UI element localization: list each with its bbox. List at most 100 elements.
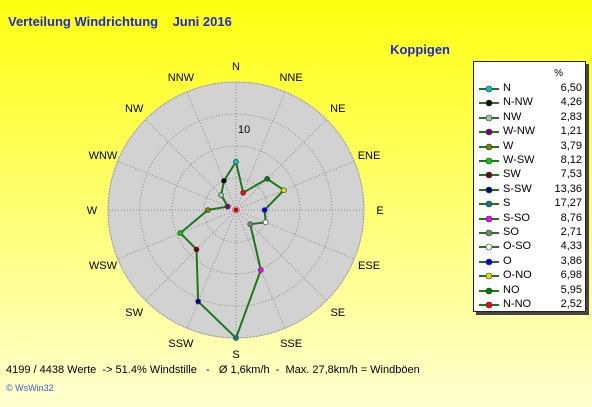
data-point-sw [193, 246, 200, 253]
legend-item: N-NW 4,26 [474, 96, 585, 110]
legend-label: W [503, 139, 514, 152]
data-point-ne [264, 176, 270, 182]
legend-marker [479, 301, 499, 309]
legend-marker [479, 128, 499, 136]
legend: % N 6,50 N-NW 4,26 NW 2,83 W-NW 1,21 W 3,79 W-SW 8,… [473, 61, 586, 312]
spoke-wnw [117, 160, 237, 211]
legend-value: 7,53 [560, 168, 582, 181]
legend-item: S 17,27 [474, 197, 585, 211]
data-point-nne [240, 189, 246, 196]
legend-marker [479, 157, 499, 165]
legend-item: W 3,79 [474, 140, 585, 154]
direction-label-s: S [232, 349, 239, 361]
legend-label: N [503, 82, 511, 94]
data-point-wnw [224, 203, 231, 210]
legend-marker [479, 215, 499, 222]
legend-item: O 3,86 [474, 255, 585, 269]
direction-label-ssw: SSW [168, 338, 194, 350]
legend-value: 8,76 [560, 211, 582, 224]
spoke-ese [235, 209, 355, 260]
legend-label: S [503, 197, 511, 210]
data-point-nw [218, 192, 224, 198]
data-point-ene [280, 187, 287, 194]
data-point-se [247, 221, 254, 228]
legend-marker [479, 172, 499, 179]
spoke-wsw [117, 209, 237, 260]
legend-value: 3,79 [560, 139, 582, 152]
legend-label: SO [503, 226, 519, 238]
legend-value: 2,71 [560, 226, 582, 238]
legend-label: NO [503, 283, 520, 296]
legend-label: W-NW [503, 125, 536, 138]
legend-marker [479, 258, 499, 266]
chart-title: Verteilung Windrichtung Juni 2016 [8, 14, 232, 29]
direction-label-wnw: WNW [89, 150, 118, 162]
legend-label: S-SO [503, 211, 530, 224]
legend-item: O-NO 6,98 [474, 269, 585, 283]
direction-label-sse: SSE [280, 338, 302, 350]
legend-value: 13,36 [554, 182, 582, 195]
direction-label-n: N [232, 61, 240, 73]
grid-ring [203, 177, 269, 243]
legend-label: S-SW [503, 182, 532, 195]
station-name: Koppigen [390, 42, 450, 57]
legend-value: 2,83 [560, 110, 582, 123]
legend-label: SW [503, 168, 521, 181]
legend-value: 17,27 [554, 197, 582, 210]
legend-value: 4,33 [560, 240, 582, 253]
legend-marker [479, 200, 499, 208]
legend-marker [479, 114, 499, 122]
legend-label: N-NW [503, 96, 533, 109]
direction-label-w: W [87, 205, 98, 217]
legend-value: 6,50 [560, 82, 582, 94]
legend-label: N-NO [503, 298, 532, 310]
summary-footer: 4199 / 4438 Werte -> 51.4% Windstille - … [6, 364, 420, 376]
spoke-nnw [186, 91, 237, 211]
data-point-n [233, 159, 239, 165]
legend-label: W-SW [503, 154, 535, 166]
spoke-ssw [186, 209, 237, 329]
spoke-ene [235, 160, 355, 211]
legend-value: 6,98 [560, 269, 582, 282]
data-point-w [205, 207, 211, 213]
legend-value: 5,95 [560, 283, 582, 296]
legend-item: SO 2,71 [474, 226, 585, 240]
legend-item: NW 2,83 [474, 111, 585, 125]
direction-label-nnw: NNW [168, 72, 195, 84]
direction-label-e: E [376, 205, 383, 217]
direction-label-ese: ESE [358, 260, 380, 272]
legend-marker [479, 272, 499, 280]
legend-label: NW [503, 110, 522, 123]
direction-label-nne: NNE [279, 72, 302, 84]
legend-value: 4,26 [560, 96, 582, 109]
data-point-ese [262, 219, 269, 226]
direction-label-ne: NE [330, 103, 345, 115]
data-point-s [233, 335, 239, 341]
spoke-ne [235, 119, 327, 211]
legend-marker [479, 143, 499, 150]
direction-label-nw: NW [125, 103, 144, 115]
legend-unit: % [554, 68, 563, 79]
direction-label-sw: SW [125, 307, 143, 319]
legend-item: N-NO 2,52 [474, 298, 585, 312]
legend-marker [479, 186, 499, 194]
direction-label-wsw: WSW [89, 260, 118, 272]
legend-marker [479, 229, 499, 237]
legend-marker [479, 100, 499, 107]
legend-marker [479, 85, 499, 93]
grid-ring [107, 81, 365, 339]
legend-marker [479, 244, 499, 251]
legend-value: 1,21 [560, 125, 582, 138]
legend-item: NO 5,95 [474, 284, 585, 298]
legend-label: O-NO [503, 269, 532, 282]
legend-label: O-SO [503, 240, 532, 253]
legend-value: 3,86 [560, 254, 582, 267]
legend-value: 8,12 [560, 154, 582, 166]
legend-item: W-NW 1,21 [474, 125, 585, 139]
center-point [233, 207, 239, 213]
legend-item: S-SW 13,36 [474, 183, 585, 197]
spoke-sw [145, 209, 237, 301]
data-point-e [261, 207, 268, 213]
legend-marker [479, 287, 499, 294]
